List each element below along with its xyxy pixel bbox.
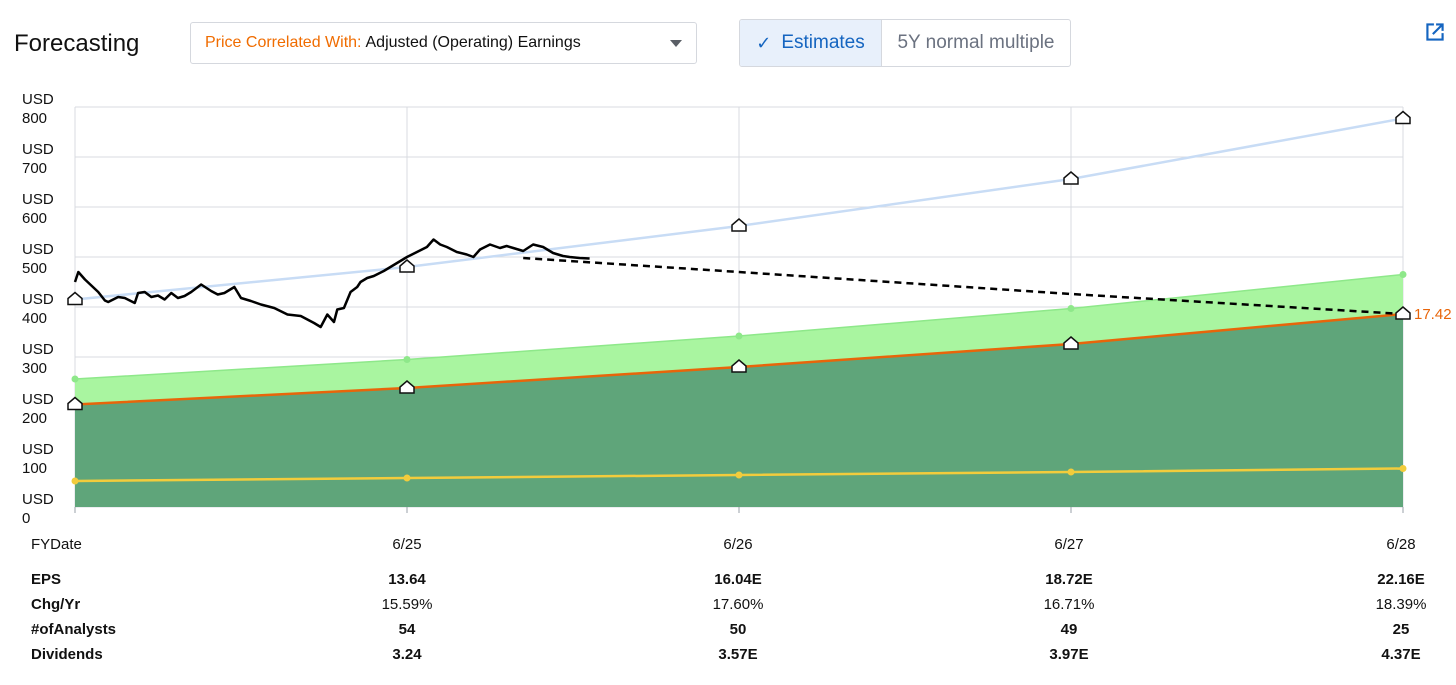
row-label-eps: EPS bbox=[31, 571, 62, 588]
dividends-value: 3.97E bbox=[1049, 646, 1089, 663]
y-tick-label: 800 bbox=[22, 110, 47, 127]
upper-band-point bbox=[735, 332, 743, 340]
upper-band-point bbox=[403, 356, 411, 363]
y-tick-label: 400 bbox=[22, 310, 47, 327]
dividends-point bbox=[1067, 468, 1075, 476]
y-unit-label: USD bbox=[22, 391, 54, 408]
estimates-label: Estimates bbox=[781, 32, 865, 53]
upper-band-point bbox=[1067, 305, 1075, 312]
y-tick-label: 300 bbox=[22, 360, 47, 377]
earnings-point bbox=[1063, 336, 1079, 350]
col-header-1: 6/26 bbox=[723, 536, 753, 553]
end-value-label: 17.42 bbox=[1414, 306, 1452, 323]
col-header-2: 6/27 bbox=[1054, 536, 1084, 553]
estimate-mode-toggle: ✓ Estimates 5Y normal multiple bbox=[739, 19, 1071, 67]
chart-markers bbox=[67, 110, 1411, 485]
normal-pe-point bbox=[1063, 171, 1079, 185]
y-tick-label: 600 bbox=[22, 210, 47, 227]
y-unit-label: USD bbox=[22, 491, 54, 508]
eps-value: 13.64 bbox=[388, 571, 426, 588]
chg-yr-value: 16.71% bbox=[1043, 596, 1095, 613]
col-header-3: 6/28 bbox=[1386, 536, 1416, 553]
dropdown-label: Price Correlated With: bbox=[205, 34, 362, 51]
dividends-point bbox=[735, 471, 743, 479]
eps-value: 22.16E bbox=[1377, 571, 1425, 588]
col-header-0: 6/25 bbox=[392, 536, 422, 553]
eps-value: 16.04E bbox=[714, 571, 762, 588]
y-unit-label: USD bbox=[22, 341, 54, 358]
normal-multiple-label: 5Y normal multiple bbox=[897, 32, 1055, 53]
chg-yr-value: 17.60% bbox=[712, 596, 764, 613]
upper-band-point bbox=[71, 375, 79, 383]
earnings-area bbox=[75, 314, 1403, 507]
earnings-point bbox=[399, 380, 415, 394]
analysts-value: 54 bbox=[398, 621, 416, 638]
external-link-icon[interactable] bbox=[1422, 19, 1448, 45]
projected-price-line bbox=[523, 256, 1404, 316]
page-title: Forecasting bbox=[14, 30, 140, 57]
dividends-value: 4.37E bbox=[1381, 646, 1421, 663]
eps-value: 18.72E bbox=[1045, 571, 1093, 588]
dividends-value: 3.57E bbox=[718, 646, 758, 663]
normal-pe-point bbox=[399, 259, 415, 273]
normal-pe-point bbox=[1395, 110, 1411, 125]
price-correlation-dropdown[interactable]: Price Correlated With: Adjusted (Operati… bbox=[190, 22, 697, 64]
y-unit-label: USD bbox=[22, 241, 54, 258]
fydate-label: FYDate bbox=[31, 536, 82, 553]
y-unit-label: USD bbox=[22, 141, 54, 158]
chg-yr-value: 18.39% bbox=[1375, 596, 1427, 613]
chevron-down-icon bbox=[670, 40, 682, 47]
y-axis: USD 0 USD 100 USD 200 USD 300 USD 400 USD 500 USD 600… bbox=[22, 91, 54, 525]
dividends-value: 3.24 bbox=[392, 646, 422, 663]
y-tick-label: 200 bbox=[22, 410, 47, 427]
y-unit-label: USD bbox=[22, 91, 54, 108]
analysts-value: 50 bbox=[729, 621, 747, 638]
earnings-point bbox=[731, 359, 747, 373]
x-axis bbox=[74, 507, 1404, 513]
y-tick-label: 500 bbox=[22, 260, 47, 277]
check-icon: ✓ bbox=[756, 32, 772, 53]
earnings-point bbox=[67, 396, 83, 411]
y-tick-label: 0 bbox=[22, 510, 30, 525]
earnings-point bbox=[1395, 306, 1411, 320]
price-line bbox=[73, 238, 590, 329]
estimates-table: FYDate 6/25 6/26 6/27 6/28 EPS 13.64 16.… bbox=[0, 530, 1456, 680]
normal-multiple-button[interactable]: 5Y normal multiple bbox=[882, 20, 1070, 66]
y-unit-label: USD bbox=[22, 191, 54, 208]
forecast-chart: USD 0 USD 100 USD 200 USD 300 USD 400 USD 500 USD 600… bbox=[22, 91, 1452, 525]
upper-band-point bbox=[1399, 271, 1407, 278]
dividends-point bbox=[403, 474, 411, 482]
estimates-button[interactable]: ✓ Estimates bbox=[740, 20, 882, 66]
analysts-value: 25 bbox=[1392, 621, 1410, 638]
dividends-point bbox=[71, 477, 79, 485]
normal-pe-point bbox=[67, 291, 83, 306]
row-label-dividends: Dividends bbox=[31, 646, 103, 663]
dropdown-value: Adjusted (Operating) Earnings bbox=[365, 34, 581, 51]
y-tick-label: 100 bbox=[22, 460, 47, 477]
normal-pe-point bbox=[731, 218, 747, 232]
analysts-value: 49 bbox=[1060, 621, 1078, 638]
row-label-analysts: #ofAnalysts bbox=[31, 621, 117, 638]
y-unit-label: USD bbox=[22, 441, 54, 458]
y-tick-label: 700 bbox=[22, 160, 47, 177]
row-label-chg-yr: Chg/Yr bbox=[31, 596, 81, 613]
dividends-point bbox=[1399, 465, 1407, 472]
y-unit-label: USD bbox=[22, 291, 54, 308]
chg-yr-value: 15.59% bbox=[381, 596, 433, 613]
